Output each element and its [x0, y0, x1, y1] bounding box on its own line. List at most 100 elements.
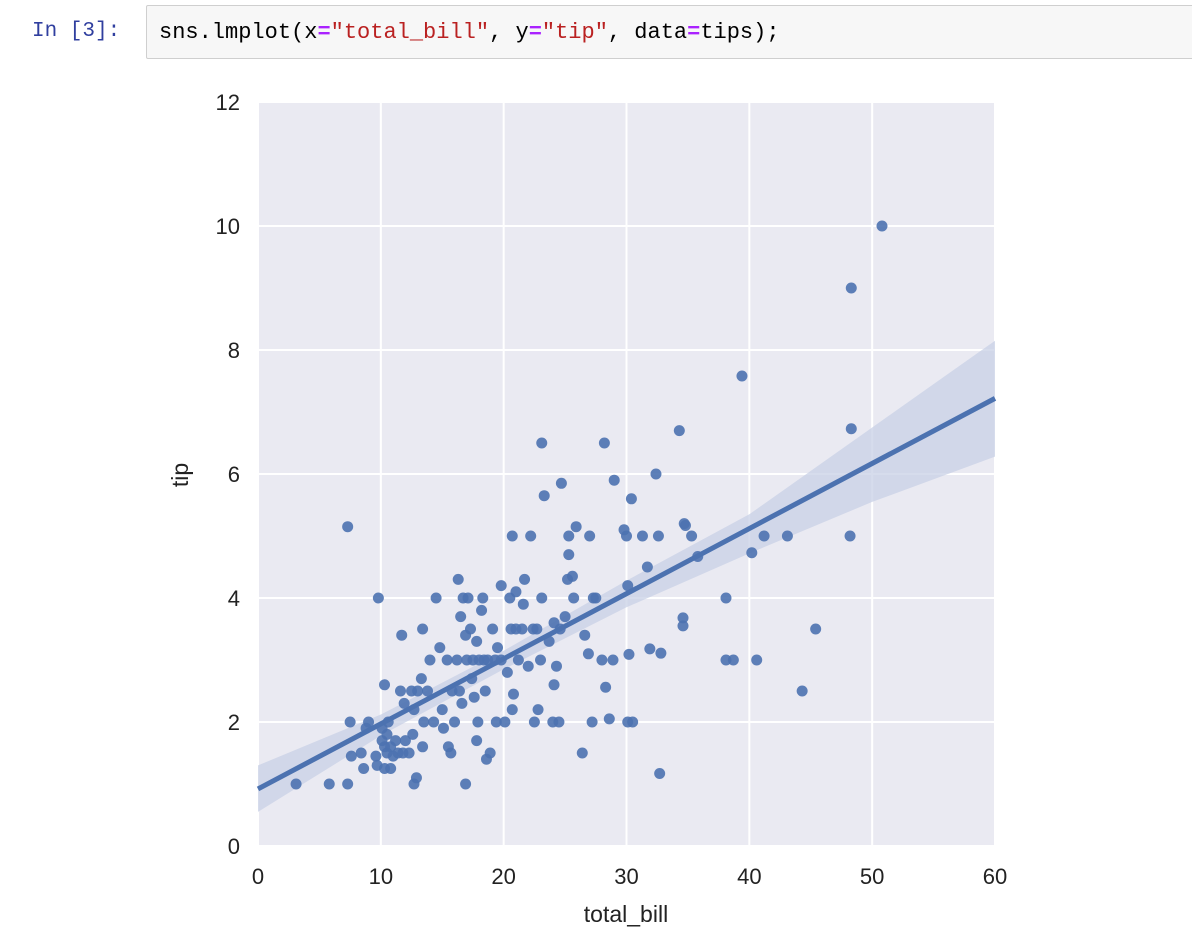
data-point	[355, 747, 367, 759]
data-point	[495, 580, 507, 592]
data-point	[531, 623, 543, 635]
data-point	[465, 623, 477, 635]
data-point	[810, 623, 822, 635]
data-point	[548, 679, 560, 691]
code-token: tips);	[700, 20, 780, 45]
data-point	[528, 716, 540, 728]
data-point	[579, 629, 591, 641]
x-tick-label: 50	[860, 864, 884, 889]
data-point	[437, 722, 449, 734]
data-point	[398, 697, 410, 709]
data-point	[679, 519, 691, 531]
data-point	[550, 660, 562, 672]
data-point	[625, 493, 637, 505]
data-point	[758, 530, 770, 542]
code-token: =	[317, 20, 331, 45]
y-tick-label: 2	[228, 710, 240, 735]
data-point	[720, 592, 732, 604]
data-point	[385, 763, 397, 774]
data-point	[512, 654, 524, 666]
code-line: sns.lmplot(x="total_bill", y="tip", data…	[159, 20, 780, 45]
data-point	[736, 370, 748, 382]
data-point	[412, 685, 424, 697]
data-point	[751, 654, 763, 666]
data-point	[622, 580, 634, 592]
data-point	[582, 648, 594, 660]
data-point	[845, 423, 857, 435]
data-point	[796, 685, 808, 697]
regression-line	[256, 396, 997, 792]
data-point	[781, 530, 793, 542]
data-point	[451, 654, 463, 666]
data-point	[342, 778, 354, 790]
data-point	[501, 666, 513, 678]
notebook-cell: In [3]: sns.lmplot(x="total_bill", y="ti…	[0, 0, 1192, 64]
data-point	[636, 530, 648, 542]
code-input[interactable]: sns.lmplot(x="total_bill", y="tip", data…	[146, 5, 1192, 59]
data-point	[484, 747, 496, 759]
cell-prompt: In [3]:	[32, 20, 121, 43]
data-point	[456, 697, 468, 709]
data-point	[598, 437, 610, 449]
data-point	[436, 704, 448, 716]
data-point	[453, 685, 465, 697]
data-point	[472, 716, 484, 728]
data-point	[519, 573, 531, 585]
data-point	[516, 623, 528, 635]
data-point	[746, 547, 758, 559]
data-point	[507, 688, 519, 700]
data-point	[471, 635, 483, 647]
data-point	[727, 654, 739, 666]
data-point	[845, 282, 857, 294]
data-point	[379, 679, 391, 691]
data-point	[568, 592, 580, 604]
y-tick-label: 8	[228, 338, 240, 363]
data-point	[342, 521, 354, 533]
data-point	[677, 620, 689, 632]
data-point	[522, 660, 534, 672]
data-point	[627, 716, 639, 728]
data-point	[596, 654, 608, 666]
data-point	[600, 681, 612, 693]
data-point	[673, 425, 685, 437]
data-point	[570, 521, 582, 533]
data-point	[415, 673, 427, 685]
y-tick-label: 10	[216, 214, 240, 239]
x-tick-label: 20	[491, 864, 515, 889]
data-point	[844, 530, 856, 542]
code-token: =	[528, 20, 542, 45]
data-point	[403, 747, 415, 759]
data-point	[652, 530, 664, 542]
data-point	[590, 592, 602, 604]
data-point	[370, 750, 382, 762]
data-point	[555, 477, 567, 489]
data-point	[399, 735, 411, 747]
x-tick-label: 60	[983, 864, 1007, 889]
data-point	[455, 611, 467, 623]
data-point	[532, 704, 544, 716]
data-point	[363, 716, 375, 728]
data-point	[434, 642, 446, 654]
data-point	[422, 685, 434, 697]
data-point	[586, 716, 598, 728]
y-tick-label: 0	[228, 834, 240, 859]
x-tick-labels: 0 10 20 30 40 50 60	[252, 864, 1007, 889]
x-tick-label: 10	[369, 864, 393, 889]
data-point	[603, 713, 615, 725]
data-point	[566, 570, 578, 582]
data-point	[407, 728, 419, 740]
data-point	[344, 716, 356, 728]
data-point	[650, 468, 662, 480]
code-token: sns.lmplot(x	[159, 20, 318, 45]
data-point	[449, 716, 461, 728]
data-point	[390, 735, 402, 747]
x-tick-label: 0	[252, 864, 264, 889]
data-point	[492, 642, 504, 654]
data-point	[372, 592, 384, 604]
data-point	[517, 598, 529, 610]
data-point	[536, 437, 548, 449]
data-point	[553, 716, 565, 728]
data-point	[506, 704, 518, 716]
data-point	[417, 623, 429, 635]
data-point	[490, 716, 502, 728]
